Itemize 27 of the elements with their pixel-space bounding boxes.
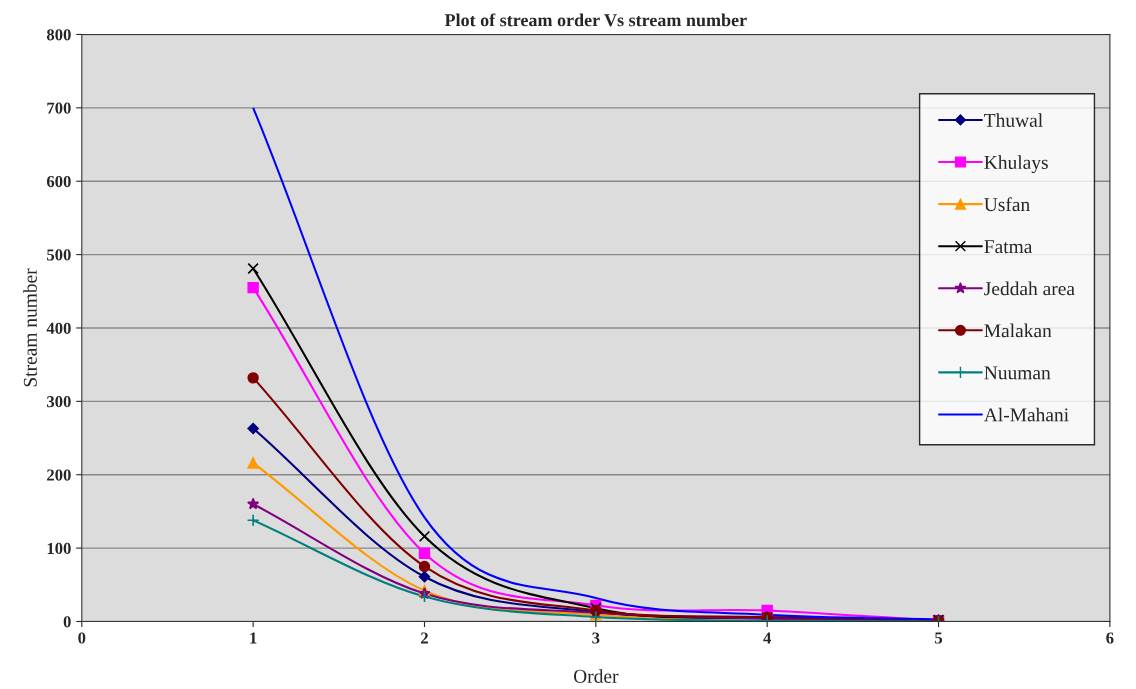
y-tick-label: 700 [47, 102, 71, 114]
legend-label: Malakan [984, 323, 1052, 338]
x-axis-title: Order [573, 669, 619, 683]
y-axis-title: Stream number [23, 268, 37, 387]
x-tick-label: 2 [421, 632, 428, 644]
legend-label: Usfan [984, 197, 1030, 212]
legend-label: Fatma [984, 240, 1033, 254]
y-tick-label: 0 [63, 616, 71, 628]
x-tick-label: 1 [250, 632, 257, 644]
x-tick-label: 3 [592, 632, 600, 644]
legend-label: Jeddah area [984, 281, 1075, 296]
legend-label: Nuuman [984, 366, 1051, 380]
x-tick-label: 6 [1106, 632, 1114, 644]
y-tick-label: 800 [46, 29, 71, 41]
y-tick-label: 200 [47, 469, 71, 481]
y-tick-label: 300 [47, 396, 71, 408]
x-tick-label: 4 [763, 632, 772, 644]
x-tick-label: 0 [78, 632, 86, 644]
legend-label: Thuwal [984, 113, 1043, 127]
y-tick-label: 400 [46, 322, 71, 334]
chart-title: Plot of stream order Vs stream number [444, 13, 747, 27]
legend-label: Al-Mahani [983, 407, 1069, 422]
y-tick-label: 600 [46, 175, 71, 188]
y-tick-label: 500 [47, 249, 71, 261]
legend-label: Khulays [984, 155, 1048, 174]
y-tick-label: 100 [47, 542, 71, 555]
x-tick-label: 5 [935, 632, 943, 644]
